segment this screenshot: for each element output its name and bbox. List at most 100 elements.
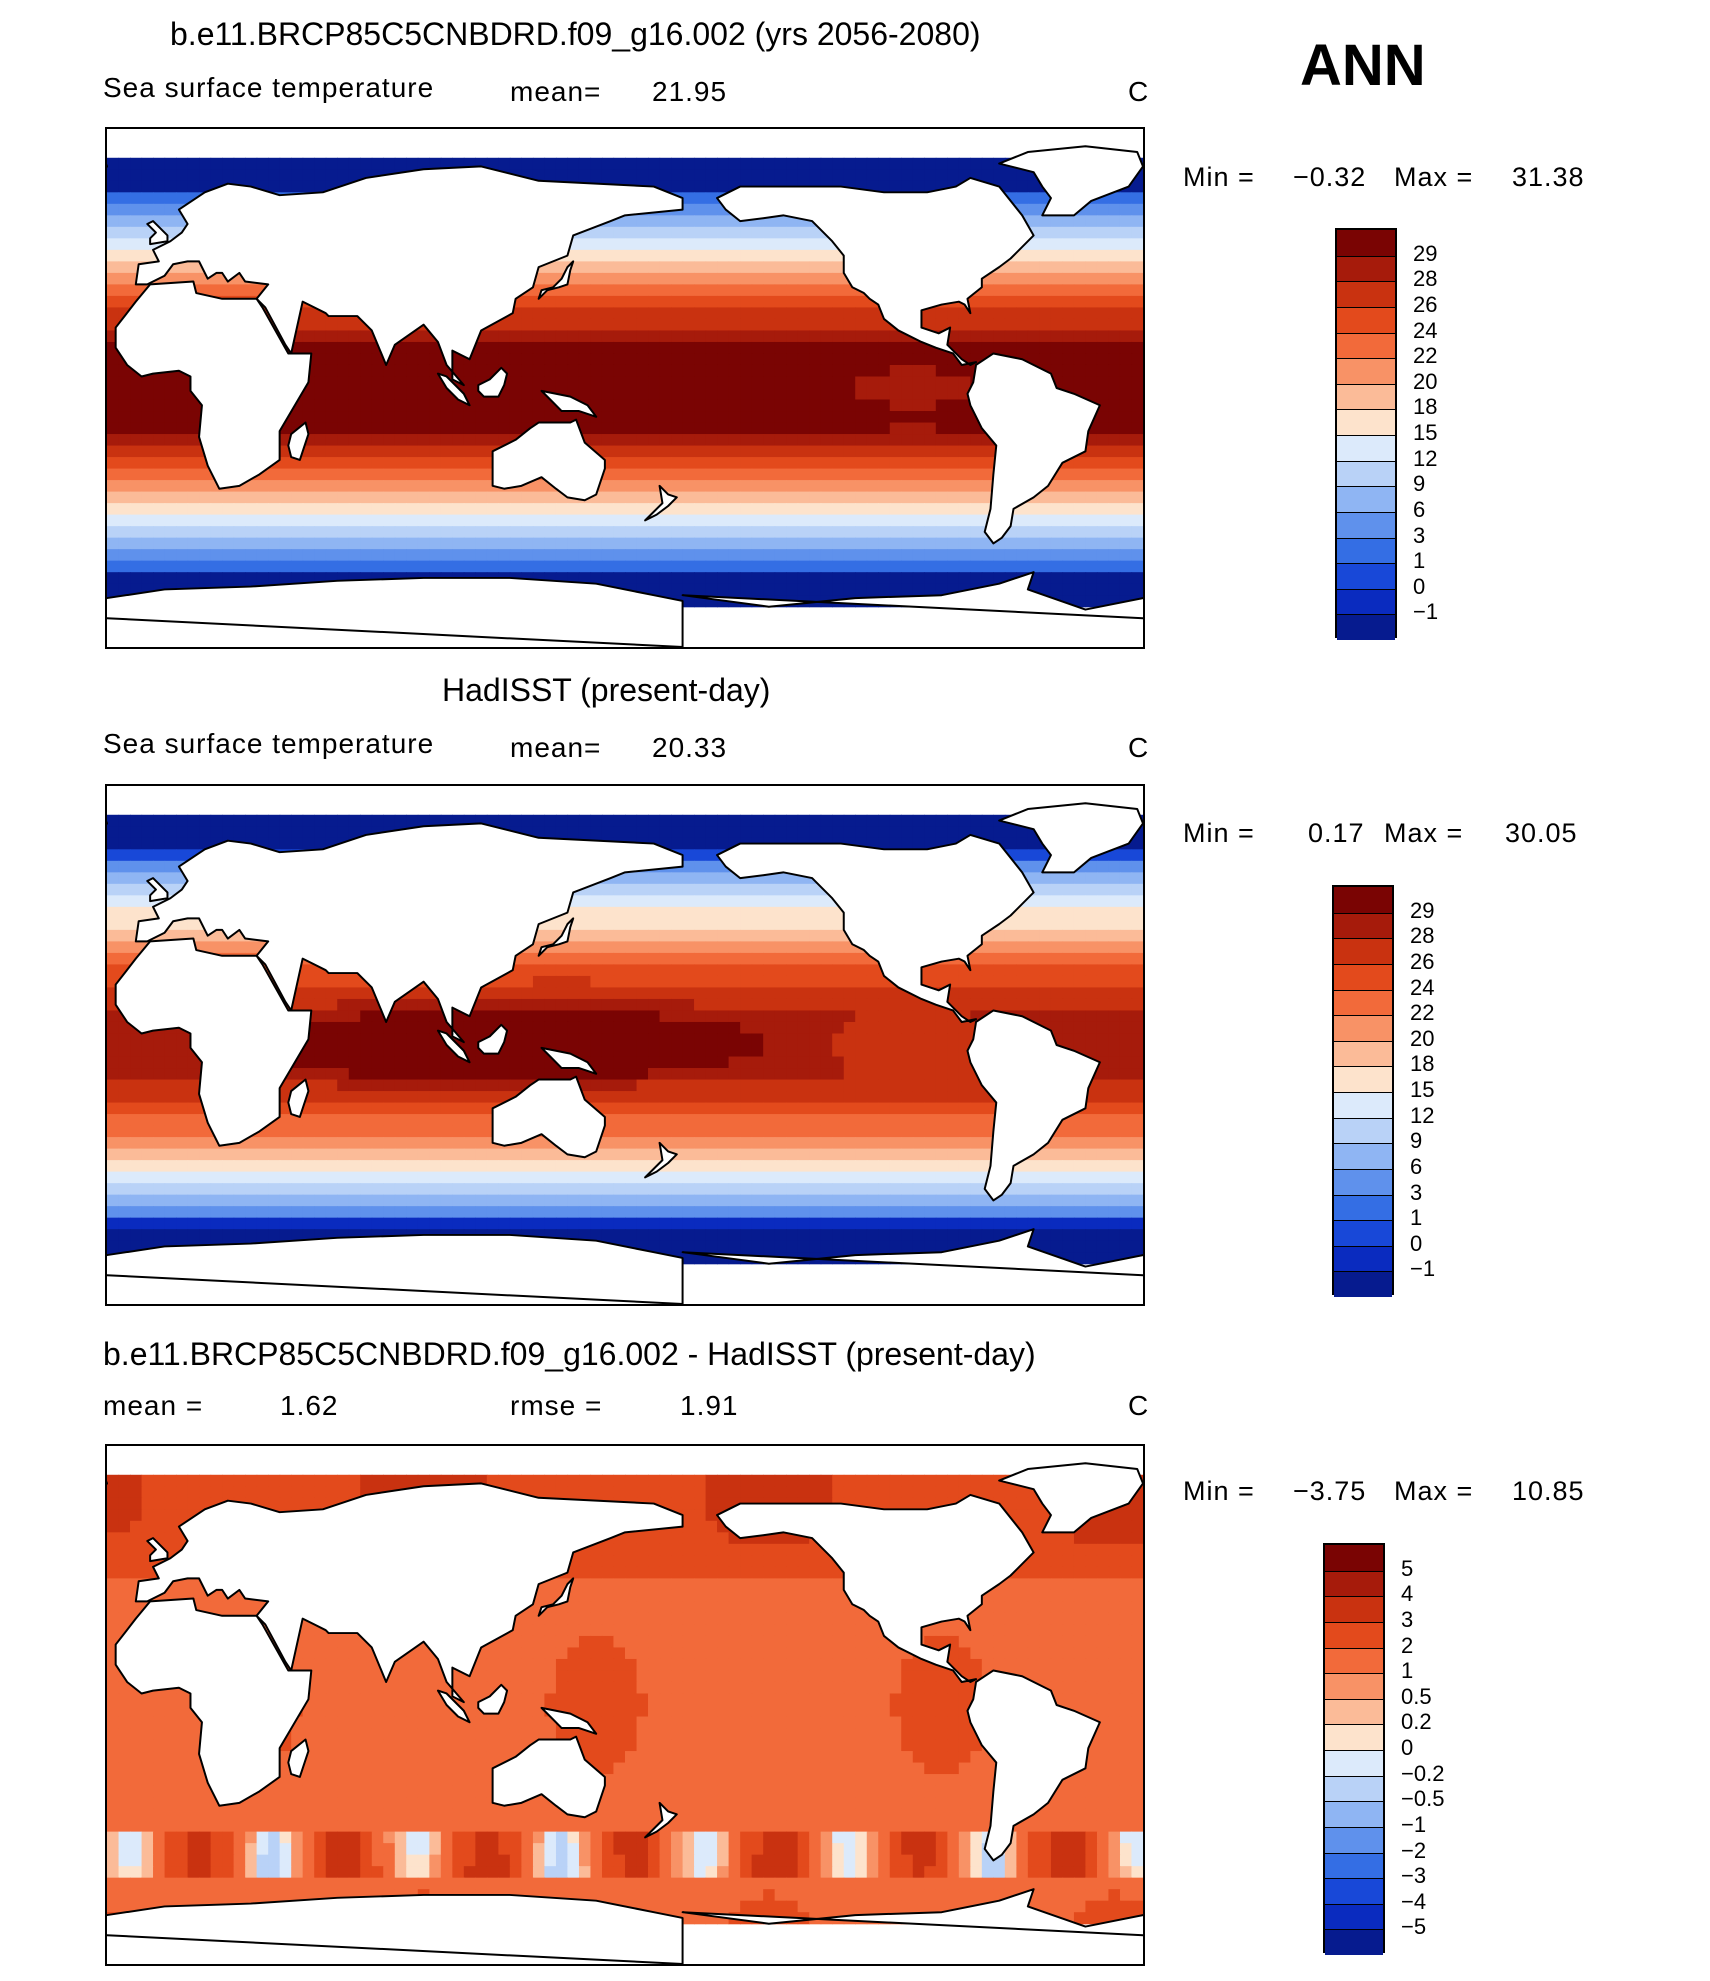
field-cell (797, 445, 810, 458)
field-cell (544, 330, 557, 343)
field-cell (751, 468, 764, 481)
field-cell (1027, 318, 1040, 332)
field-cell (901, 169, 914, 182)
field-cell (958, 445, 971, 458)
field-cell (164, 572, 177, 585)
field-cell (786, 583, 799, 596)
field-cell (843, 457, 856, 470)
field-cell (717, 261, 730, 274)
field-cell (694, 203, 707, 216)
field-cell (809, 918, 822, 931)
field-cell (740, 480, 753, 493)
field-cell (590, 814, 603, 827)
field-cell (245, 514, 258, 527)
field-cell (636, 422, 649, 435)
field-cell (1039, 295, 1052, 309)
field-cell (1131, 445, 1143, 458)
field-cell (820, 975, 833, 989)
field-cell (222, 814, 235, 827)
field-cell (1050, 226, 1064, 239)
field-cell (636, 814, 649, 827)
field-cell (279, 537, 292, 550)
field-cell (1108, 883, 1121, 896)
field-cell (740, 318, 753, 332)
field-cell (601, 468, 615, 481)
field-cell (107, 169, 120, 182)
field-cell (970, 964, 983, 977)
field-cell (348, 549, 361, 562)
field-cell (705, 975, 718, 989)
colorbar-label: 1 (1413, 548, 1426, 574)
field-cell (728, 583, 741, 596)
field-cell (1119, 215, 1133, 228)
field-cell (475, 537, 488, 550)
field-cell (153, 837, 166, 850)
field-cell (314, 526, 327, 539)
field-cell (176, 468, 189, 481)
field-cell (717, 837, 730, 850)
field-cell (751, 261, 764, 274)
field-cell (694, 895, 707, 908)
field-cell (360, 468, 373, 481)
field-cell (394, 503, 407, 516)
field-cell (394, 353, 407, 366)
field-cell (809, 491, 822, 504)
field-cell (935, 353, 948, 366)
field-cell (130, 526, 143, 539)
field-cell (717, 180, 730, 193)
field-cell (1108, 941, 1121, 954)
field-cell (509, 388, 522, 401)
field-cell (717, 295, 730, 309)
field-cell (820, 826, 833, 839)
field-cell (1085, 353, 1098, 366)
field-cell (797, 226, 810, 239)
field-cell (314, 376, 327, 389)
panel2-title: HadISST (present-day) (442, 672, 771, 708)
field-cell (705, 814, 718, 827)
field-cell (809, 503, 822, 516)
field-cell (383, 537, 396, 550)
field-cell (648, 941, 661, 954)
field-cell (636, 826, 649, 839)
field-cell (705, 906, 718, 919)
field-cell (671, 837, 684, 850)
field-cell (682, 526, 695, 539)
field-cell (774, 572, 787, 585)
field-cell (1096, 549, 1110, 562)
field-cell (705, 872, 718, 885)
field-cell (475, 526, 488, 539)
field-cell (371, 388, 384, 401)
field-cell (820, 814, 833, 827)
field-cell (797, 261, 810, 274)
field-cell (1131, 307, 1143, 320)
field-cell (417, 330, 430, 343)
field-cell (325, 169, 338, 182)
field-cell (590, 226, 603, 239)
field-cell (613, 226, 626, 239)
field-cell (486, 399, 499, 412)
field-cell (717, 814, 730, 827)
field-cell (601, 826, 615, 839)
field-cell (728, 399, 741, 412)
field-cell (866, 157, 879, 170)
field-cell (256, 826, 269, 839)
field-cell (613, 883, 626, 896)
field-cell (245, 941, 258, 954)
field-cell (302, 491, 315, 504)
field-cell (302, 445, 315, 458)
field-cell (394, 434, 407, 447)
field-cell (164, 826, 177, 839)
field-cell (1016, 941, 1029, 954)
field-cell (590, 284, 603, 297)
field-cell (636, 445, 649, 458)
field-cell (1039, 261, 1052, 274)
field-cell (532, 503, 546, 516)
field-cell (555, 549, 569, 562)
field-cell (901, 480, 914, 493)
field-cell (1062, 583, 1075, 596)
field-cell (130, 895, 143, 908)
field-cell (1073, 491, 1087, 504)
field-cell (1085, 226, 1098, 239)
field-cell (578, 964, 592, 977)
field-cell (717, 906, 730, 919)
